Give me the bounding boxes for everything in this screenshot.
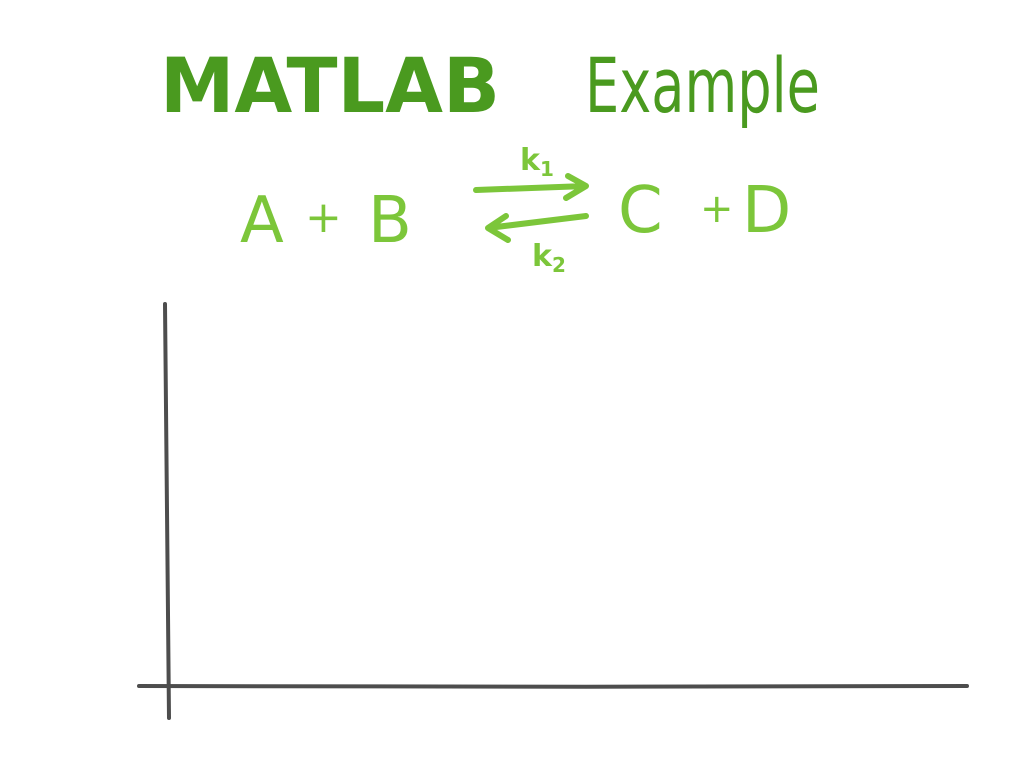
plus-sign-left: + <box>305 192 342 243</box>
title-word-matlab: MATLAB <box>160 41 500 130</box>
forward-rate-label: k1 <box>520 143 554 181</box>
product-c: C <box>618 174 663 248</box>
reverse-rate-label: k2 <box>532 239 566 277</box>
plus-sign-right: + <box>700 186 734 232</box>
y-axis-line <box>163 302 171 720</box>
reverse-rate-symbol: k <box>532 239 553 274</box>
title-word-example: Example <box>585 41 820 130</box>
title-group: MATLAB Example <box>160 41 820 130</box>
reactant-b: B <box>368 184 412 258</box>
plot-axes <box>137 302 969 720</box>
forward-rate-subscript: 1 <box>540 157 554 181</box>
forward-arrow-icon <box>473 173 589 201</box>
reverse-rate-subscript: 2 <box>552 253 566 277</box>
equilibrium-arrows-icon <box>473 173 589 243</box>
forward-rate-symbol: k <box>520 143 541 178</box>
reverse-arrow-icon <box>485 213 589 243</box>
x-axis-line <box>137 684 969 689</box>
reaction-equation: A + B k1 k2 C + D <box>240 143 791 277</box>
product-d: D <box>742 174 791 248</box>
reactant-a: A <box>240 184 284 258</box>
